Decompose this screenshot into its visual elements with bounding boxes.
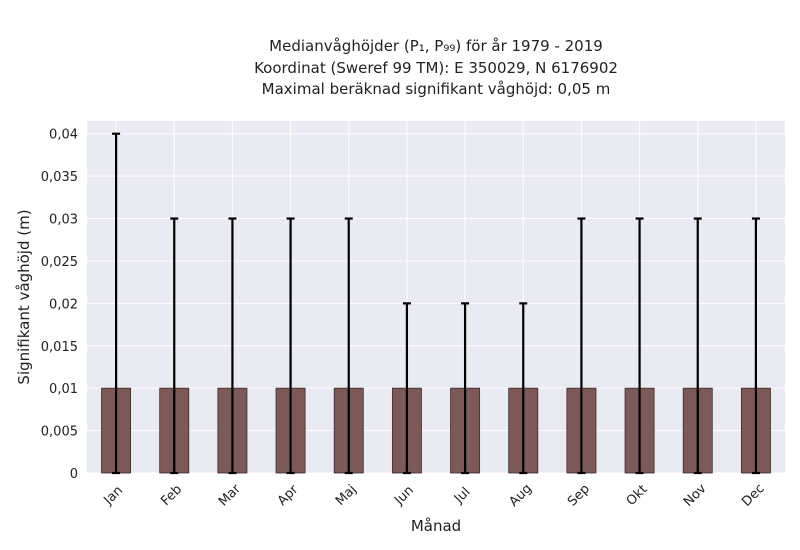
y-tick-label: 0,01 <box>49 382 78 397</box>
y-tick-label: 0,02 <box>49 297 78 312</box>
x-tick-label: Nov <box>681 481 710 510</box>
y-tick-label: 0,015 <box>41 340 78 355</box>
x-tick-label: Aug <box>506 481 535 510</box>
x-tick-label: Mar <box>216 481 244 509</box>
x-tick-label: Okt <box>624 482 651 509</box>
x-tick-label: Jun <box>391 483 417 509</box>
x-tick-label: Feb <box>158 482 185 509</box>
error-bar-nov <box>693 217 702 475</box>
x-tick-label: Apr <box>275 482 302 509</box>
y-tick-label: 0 <box>70 467 78 482</box>
x-tick-label: Jul <box>451 485 473 507</box>
x-tick-labels: Jan Feb Mar Apr Maj Jun Jul Aug Sep Okt Nov Dec <box>101 481 768 510</box>
error-bar-feb <box>170 217 179 475</box>
error-bar-aug <box>519 302 528 475</box>
error-bar-jul <box>461 302 470 475</box>
error-bar-jan <box>112 132 121 475</box>
plot-area <box>87 121 785 473</box>
y-axis-label: Signifikant våghöjd (m) <box>15 209 33 384</box>
error-bar-dec <box>751 217 760 475</box>
y-tick-label: 0,03 <box>49 213 78 228</box>
chart-title-line-3: Maximal beräknad signifikant våghöjd: 0,… <box>262 80 611 98</box>
error-bar-mar <box>228 217 237 475</box>
y-tick-label: 0,035 <box>41 170 78 185</box>
chart-title-line-2: Koordinat (Sweref 99 TM): E 350029, N 61… <box>254 59 618 77</box>
x-tick-label: Dec <box>739 481 767 509</box>
error-bar-sep <box>577 217 586 475</box>
x-tick-label: Maj <box>333 482 360 509</box>
y-tick-labels: 0 0,005 0,01 0,015 0,02 0,025 0,03 0,035 0,04 <box>41 128 78 482</box>
chart-title: Medianvåghöjder (P₁, P₉₉) för år 1979 - … <box>254 37 618 98</box>
y-tick-label: 0,005 <box>41 425 78 440</box>
chart-title-line-1: Medianvåghöjder (P₁, P₉₉) för år 1979 - … <box>269 37 603 55</box>
error-bar-jun <box>402 302 411 475</box>
y-tick-label: 0,025 <box>41 255 78 270</box>
error-bar-maj <box>344 217 353 475</box>
error-bars <box>112 132 760 475</box>
error-bar-okt <box>635 217 644 475</box>
error-bar-apr <box>286 217 295 475</box>
y-tick-label: 0,04 <box>49 128 78 143</box>
x-tick-label: Sep <box>565 482 593 510</box>
x-tick-label: Jan <box>101 483 126 508</box>
x-axis-label: Månad <box>411 517 461 535</box>
